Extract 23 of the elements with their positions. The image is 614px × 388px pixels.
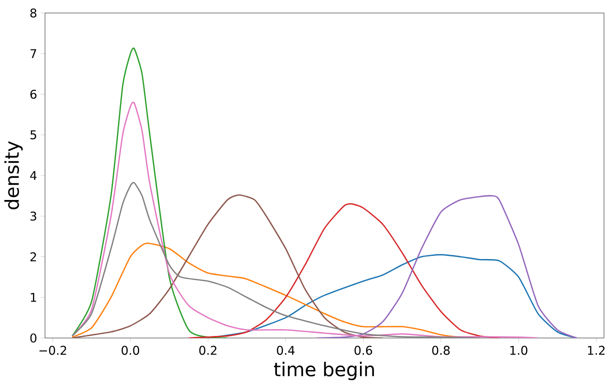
x-axis-title: time begin [274,362,374,380]
x-tick-label: 0.6 [354,346,372,355]
line-series [72,48,228,338]
y-tick-label: 0 [30,333,36,343]
y-tick-label: 3 [30,212,36,221]
x-tick-label: 1.2 [588,346,605,355]
y-tick-label: 4 [30,171,37,180]
line-series [72,194,384,338]
x-tick-label: 1.0 [510,346,528,355]
y-axis-title: density [4,141,23,210]
line-series [188,203,500,338]
x-tick-label: 0.0 [122,346,140,355]
x-tick-label: 0.8 [432,346,450,355]
y-tick-label: 1 [30,292,36,302]
y-tick-label: 6 [30,90,36,99]
x-tick-label: 0.4 [276,346,295,355]
y-tick-label: 2 [30,252,36,262]
x-tick-label: −0.2 [39,346,66,355]
line-series [316,195,578,338]
y-tick-label: 8 [30,8,36,18]
x-tick-label: 0.2 [199,346,216,355]
y-tick-label: 7 [30,49,36,58]
y-tick-label: 5 [30,130,36,140]
